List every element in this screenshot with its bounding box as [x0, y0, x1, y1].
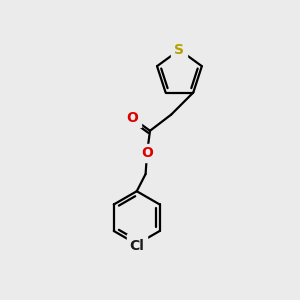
Text: Cl: Cl	[129, 239, 144, 253]
Text: O: O	[141, 146, 153, 160]
Text: O: O	[126, 110, 138, 124]
Text: S: S	[174, 43, 184, 57]
